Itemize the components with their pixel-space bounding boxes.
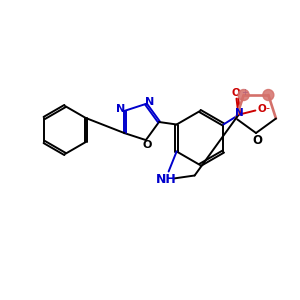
Text: +: + bbox=[241, 88, 248, 97]
Circle shape bbox=[238, 89, 249, 100]
Text: N: N bbox=[145, 97, 154, 107]
Text: O: O bbox=[142, 140, 152, 150]
Text: O: O bbox=[231, 88, 240, 98]
Text: -: - bbox=[266, 103, 269, 113]
Text: N: N bbox=[235, 109, 244, 118]
Text: O: O bbox=[257, 103, 266, 113]
Text: N: N bbox=[116, 104, 125, 114]
Text: NH: NH bbox=[156, 173, 177, 186]
Text: O: O bbox=[252, 134, 262, 146]
Circle shape bbox=[263, 89, 274, 100]
